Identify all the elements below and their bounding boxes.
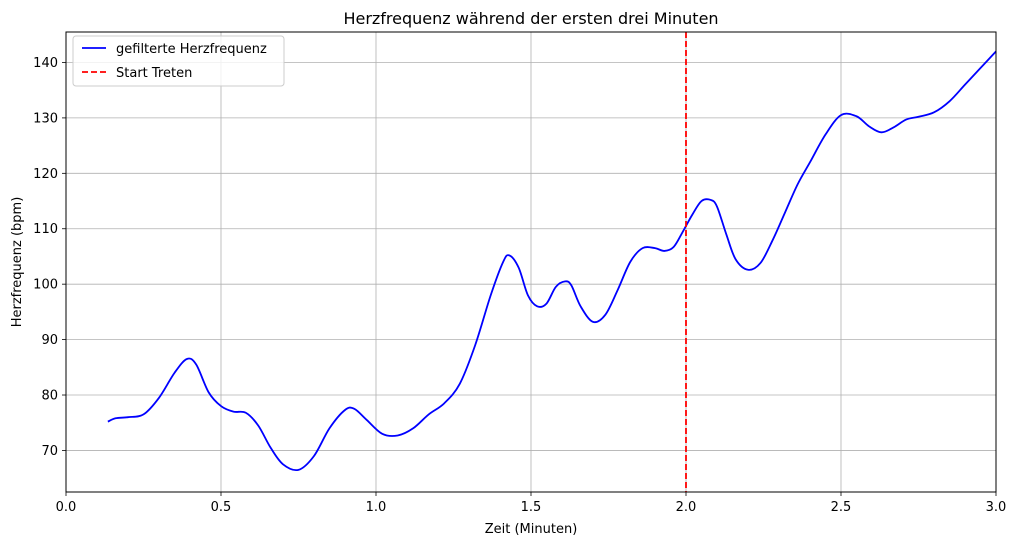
- chart-title: Herzfrequenz während der ersten drei Min…: [343, 9, 718, 28]
- x-tick-label: 1.5: [521, 500, 542, 515]
- y-tick-label: 100: [33, 278, 58, 293]
- x-tick-label: 2.5: [831, 500, 852, 515]
- series-layer: [107, 32, 997, 492]
- legend-label-filtered: gefilterte Herzfrequenz: [116, 42, 267, 57]
- y-tick-label: 90: [41, 333, 58, 348]
- y-tick-label: 120: [33, 167, 58, 182]
- y-tick-label: 130: [33, 111, 58, 126]
- heart-rate-series-line: [107, 50, 997, 472]
- y-tick-label: 70: [41, 444, 58, 459]
- x-tick-label: 3.0: [986, 500, 1007, 515]
- legend-label-start: Start Treten: [116, 66, 192, 81]
- legend: gefilterte Herzfrequenz Start Treten: [72, 35, 285, 87]
- x-axis-label: Zeit (Minuten): [485, 522, 578, 537]
- y-tick-label: 80: [41, 389, 58, 404]
- legend-box: [72, 35, 285, 87]
- x-tick-label: 1.0: [366, 500, 387, 515]
- y-axis-label: Herzfrequenz (bpm): [10, 197, 25, 328]
- x-tick-label: 2.0: [676, 500, 697, 515]
- y-tick-label: 140: [33, 56, 58, 71]
- x-tick-label: 0.5: [211, 500, 232, 515]
- y-tick-label: 110: [33, 222, 58, 237]
- ticks: 0.0 0.5 1.0 1.5 2.0 2.5 3.0 70 80 90 100 110 120 130 1…: [33, 56, 1006, 515]
- x-tick-label: 0.0: [56, 500, 77, 515]
